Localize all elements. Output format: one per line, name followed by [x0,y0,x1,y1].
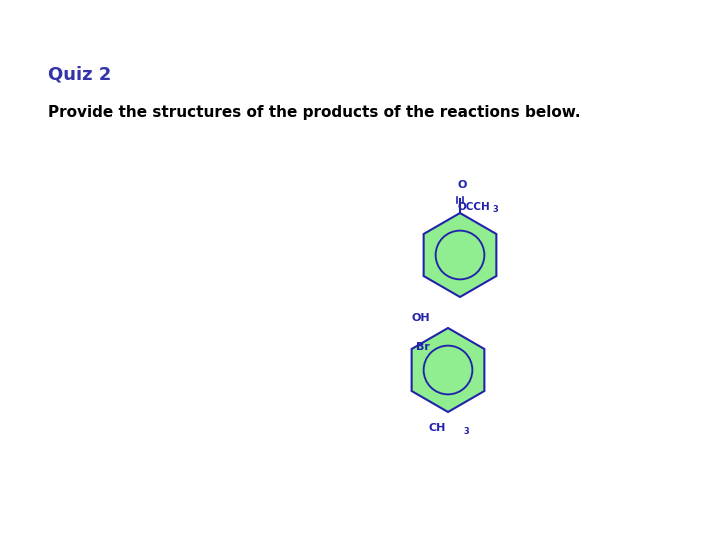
Text: Quiz 2: Quiz 2 [48,65,112,83]
Text: 3: 3 [492,206,498,214]
Text: Br: Br [415,342,430,352]
Text: CH: CH [428,423,446,433]
Text: OH: OH [411,313,430,323]
Text: OCCH: OCCH [458,202,491,212]
Polygon shape [423,213,496,297]
Polygon shape [412,328,485,412]
Text: O: O [457,180,467,190]
Text: Provide the structures of the products of the reactions below.: Provide the structures of the products o… [48,105,580,120]
Text: 3: 3 [463,427,469,435]
